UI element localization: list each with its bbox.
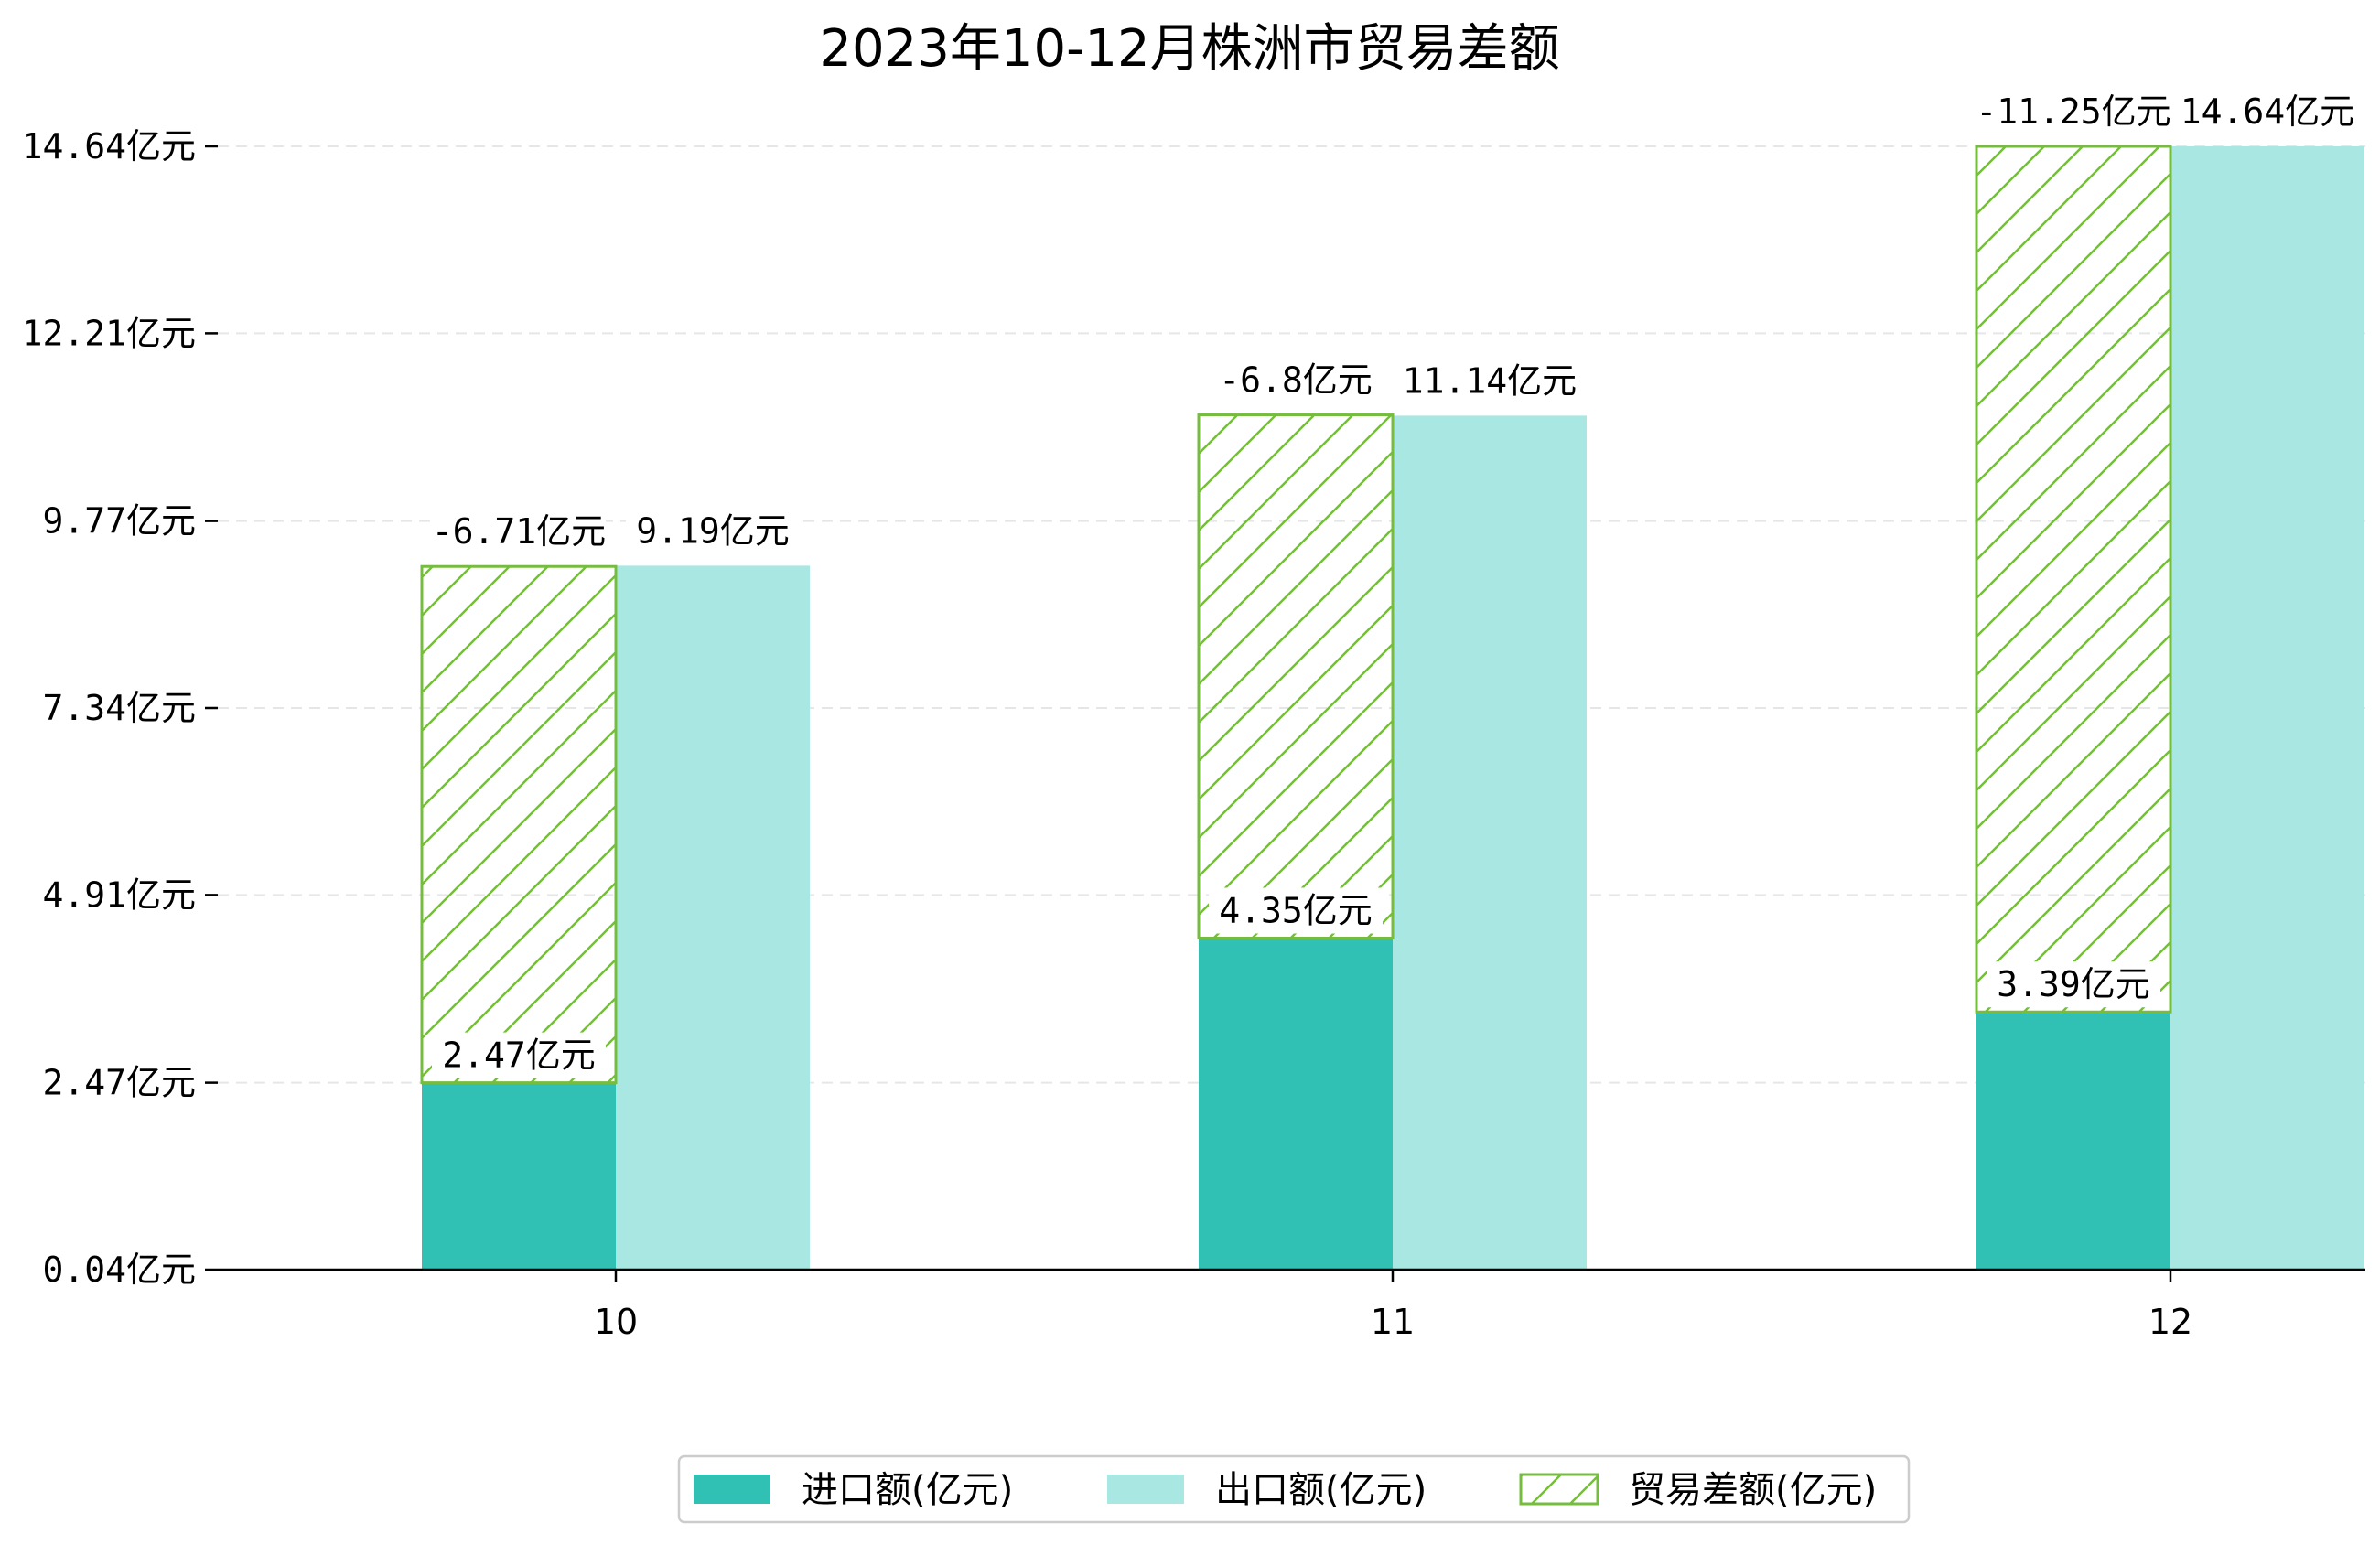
export-value-label: 11.14亿元: [1403, 360, 1577, 401]
axes: 0.04亿元 2.47亿元 4.91亿元 7.34亿元 9.77亿元 12.21亿元 14.…: [22, 126, 2365, 1342]
x-tick-label: 10: [594, 1302, 638, 1342]
legend-swatch: [694, 1475, 770, 1504]
chart-title: 2023年10-12月株洲市贸易差额: [819, 19, 1559, 79]
export-bar: [616, 565, 810, 1270]
balance-value-label: -6.71亿元: [432, 511, 606, 552]
data-labels: 2.47亿元 9.19亿元 -6.71亿元 4.35亿元 11.14亿元 -6.8亿元 3.…: [432, 89, 2354, 1078]
export-value-label-bg: [1403, 358, 1577, 404]
legend-box: [677, 1454, 1911, 1524]
export-value-label: 14.64亿元: [2181, 91, 2354, 132]
balance-value-label-bg: [432, 509, 606, 555]
import-value-label: 3.39亿元: [1997, 964, 2150, 1004]
legend-label: 贸易差额(亿元): [1629, 1469, 1877, 1511]
import-value-label-bg: [1987, 961, 2160, 1008]
y-tick-label: 14.64亿元: [22, 126, 196, 166]
balance-value-label-bg: [1987, 89, 2160, 134]
balance-bar: [1197, 413, 1395, 939]
y-tick-label: 2.47亿元: [42, 1063, 196, 1103]
y-tick-label: 12.21亿元: [22, 313, 196, 353]
import-value-label: 4.35亿元: [1219, 890, 1373, 930]
legend-label: 进口额(亿元): [802, 1469, 1013, 1511]
import-value-label-bg: [1209, 887, 1383, 934]
export-value-label-bg: [626, 508, 800, 554]
import-value-label-bg: [432, 1032, 606, 1078]
import-bar: [1199, 938, 1393, 1270]
legend-label: 出口额(亿元): [1215, 1469, 1427, 1511]
import-bar: [422, 1082, 616, 1270]
balance-value-label: -6.8亿元: [1219, 360, 1373, 401]
balance-bar: [1975, 145, 2172, 1014]
legend: 进口额(亿元) 出口额(亿元) 贸易差额(亿元): [677, 1454, 1911, 1524]
bars: [420, 145, 2364, 1271]
legend-swatch: [1519, 1473, 1599, 1506]
import-value-label: 2.47亿元: [442, 1035, 596, 1076]
import-bar: [1976, 1012, 2170, 1270]
export-value-label: 9.19亿元: [636, 510, 790, 551]
export-bar: [1393, 415, 1587, 1271]
y-tick-label: 7.34亿元: [42, 688, 196, 728]
balance-bar: [420, 564, 618, 1085]
x-tick-label: 12: [2148, 1302, 2192, 1342]
export-bar: [2170, 146, 2364, 1270]
export-value-label-bg: [2181, 89, 2354, 134]
balance-value-label-bg: [1209, 357, 1383, 403]
legend-swatch: [1107, 1475, 1184, 1504]
y-tick-label: 4.91亿元: [42, 874, 196, 915]
y-tick-label: 9.77亿元: [42, 501, 196, 542]
y-tick-label: 0.04亿元: [42, 1250, 196, 1290]
x-tick-label: 11: [1371, 1302, 1415, 1342]
balance-value-label: -11.25亿元: [1976, 91, 2170, 132]
